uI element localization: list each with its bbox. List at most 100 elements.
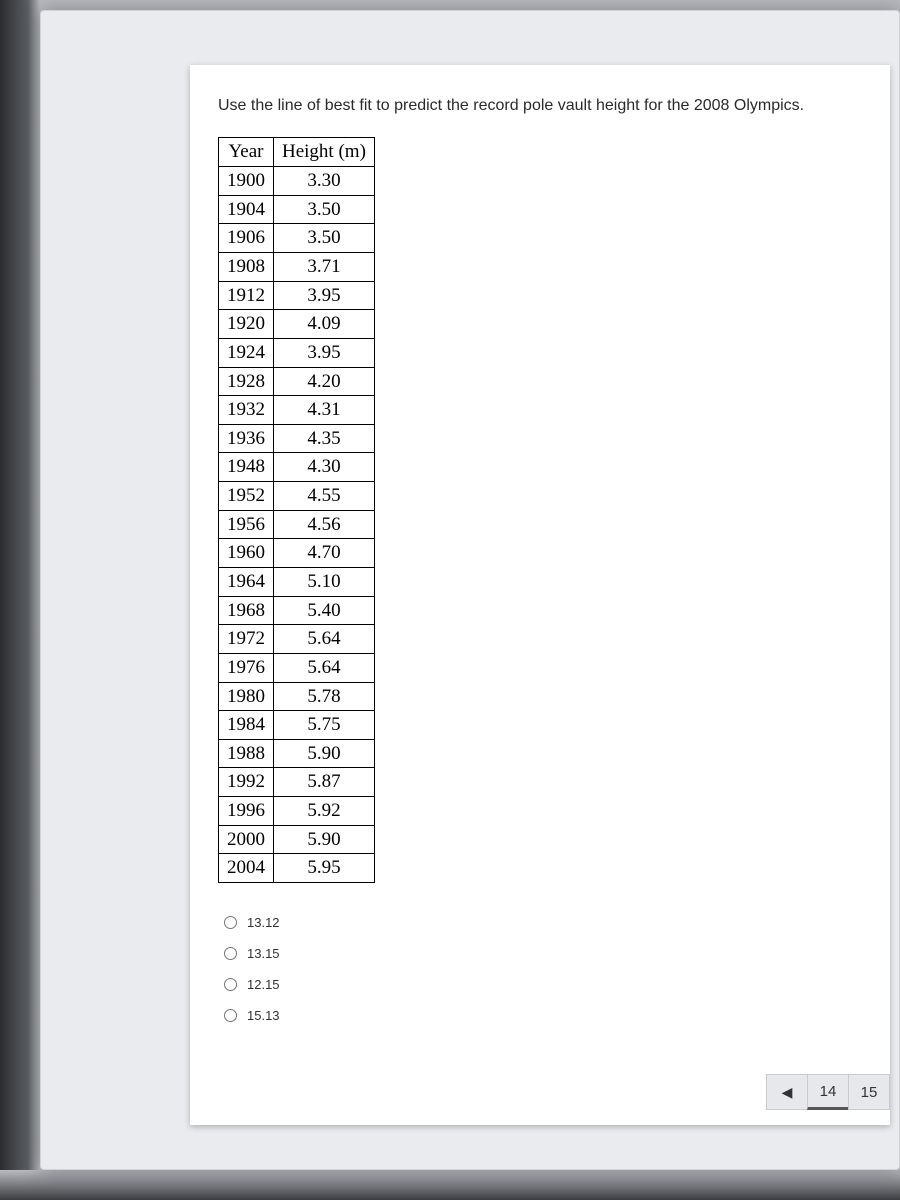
monitor-left-bezel (0, 0, 40, 1200)
cell-height: 5.90 (274, 825, 375, 854)
cell-height: 3.95 (274, 338, 375, 367)
answer-option[interactable]: 13.12 (224, 907, 862, 938)
cell-height: 3.30 (274, 167, 375, 196)
table-row: 19484.30 (219, 453, 375, 482)
table-row: 19645.10 (219, 568, 375, 597)
table-row: 19604.70 (219, 539, 375, 568)
table-row: 19003.30 (219, 167, 375, 196)
answer-label: 13.12 (247, 915, 280, 930)
table-row: 19925.87 (219, 768, 375, 797)
table-row: 19685.40 (219, 596, 375, 625)
cell-height: 5.75 (274, 711, 375, 740)
table-row: 19564.56 (219, 510, 375, 539)
table-row: 19204.09 (219, 310, 375, 339)
cell-height: 5.40 (274, 596, 375, 625)
cell-height: 5.90 (274, 739, 375, 768)
cell-year: 1906 (219, 224, 274, 253)
cell-year: 1984 (219, 711, 274, 740)
cell-year: 1948 (219, 453, 274, 482)
question-pager: ◀ 14 15 (767, 1074, 890, 1110)
data-table: Year Height (m) 19003.3019043.5019063.50… (218, 137, 375, 883)
answer-label: 12.15 (247, 977, 280, 992)
table-row: 19324.31 (219, 396, 375, 425)
cell-height: 3.95 (274, 281, 375, 310)
cell-height: 4.09 (274, 310, 375, 339)
cell-height: 5.87 (274, 768, 375, 797)
cell-height: 4.70 (274, 539, 375, 568)
cell-height: 5.64 (274, 625, 375, 654)
page-next-label: 15 (861, 1084, 878, 1101)
table-row: 19284.20 (219, 367, 375, 396)
cell-height: 3.50 (274, 224, 375, 253)
cell-height: 4.30 (274, 453, 375, 482)
page-current[interactable]: 14 (807, 1074, 849, 1110)
cell-height: 4.20 (274, 367, 375, 396)
cell-height: 4.31 (274, 396, 375, 425)
cell-height: 3.71 (274, 252, 375, 281)
col-height: Height (m) (274, 138, 375, 167)
cell-year: 1996 (219, 797, 274, 826)
cell-year: 1976 (219, 653, 274, 682)
col-year: Year (219, 138, 274, 167)
table-row: 20045.95 (219, 854, 375, 883)
question-text: Use the line of best fit to predict the … (218, 95, 862, 117)
table-row: 20005.90 (219, 825, 375, 854)
cell-year: 2000 (219, 825, 274, 854)
table-row: 19805.78 (219, 682, 375, 711)
answer-option[interactable]: 12.15 (224, 969, 862, 1000)
cell-height: 5.95 (274, 854, 375, 883)
cell-height: 4.35 (274, 424, 375, 453)
cell-year: 1968 (219, 596, 274, 625)
cell-height: 4.56 (274, 510, 375, 539)
cell-year: 1932 (219, 396, 274, 425)
cell-year: 1972 (219, 625, 274, 654)
answer-radio[interactable] (224, 916, 237, 929)
cell-year: 1904 (219, 195, 274, 224)
cell-year: 1988 (219, 739, 274, 768)
table-row: 19765.64 (219, 653, 375, 682)
table-row: 19965.92 (219, 797, 375, 826)
question-page: Use the line of best fit to predict the … (190, 65, 890, 1125)
cell-height: 5.10 (274, 568, 375, 597)
cell-height: 5.64 (274, 653, 375, 682)
answer-radio[interactable] (224, 1009, 237, 1022)
monitor-bottom-bezel (0, 1170, 900, 1200)
answer-radio[interactable] (224, 947, 237, 960)
app-background: Use the line of best fit to predict the … (40, 10, 900, 1170)
cell-height: 3.50 (274, 195, 375, 224)
table-row: 19364.35 (219, 424, 375, 453)
cell-year: 2004 (219, 854, 274, 883)
cell-year: 1936 (219, 424, 274, 453)
table-row: 19243.95 (219, 338, 375, 367)
table-row: 19524.55 (219, 482, 375, 511)
cell-year: 1980 (219, 682, 274, 711)
answer-label: 15.13 (247, 1008, 280, 1023)
cell-year: 1952 (219, 482, 274, 511)
answer-options: 13.12 13.15 12.15 15.13 (218, 907, 862, 1031)
page-next[interactable]: 15 (848, 1074, 890, 1110)
cell-year: 1924 (219, 338, 274, 367)
table-row: 19123.95 (219, 281, 375, 310)
cell-year: 1900 (219, 167, 274, 196)
cell-year: 1912 (219, 281, 274, 310)
cell-year: 1964 (219, 568, 274, 597)
page-current-label: 14 (820, 1083, 837, 1100)
answer-option[interactable]: 13.15 (224, 938, 862, 969)
cell-year: 1960 (219, 539, 274, 568)
table-header-row: Year Height (m) (219, 138, 375, 167)
cell-year: 1956 (219, 510, 274, 539)
prev-button[interactable]: ◀ (766, 1074, 808, 1110)
chevron-left-icon: ◀ (782, 1084, 793, 1101)
table-row: 19043.50 (219, 195, 375, 224)
table-body: 19003.3019043.5019063.5019083.7119123.95… (219, 167, 375, 883)
answer-radio[interactable] (224, 978, 237, 991)
table-row: 19885.90 (219, 739, 375, 768)
answer-option[interactable]: 15.13 (224, 1000, 862, 1031)
cell-height: 5.78 (274, 682, 375, 711)
cell-year: 1928 (219, 367, 274, 396)
cell-height: 4.55 (274, 482, 375, 511)
cell-year: 1908 (219, 252, 274, 281)
cell-height: 5.92 (274, 797, 375, 826)
table-row: 19063.50 (219, 224, 375, 253)
cell-year: 1992 (219, 768, 274, 797)
